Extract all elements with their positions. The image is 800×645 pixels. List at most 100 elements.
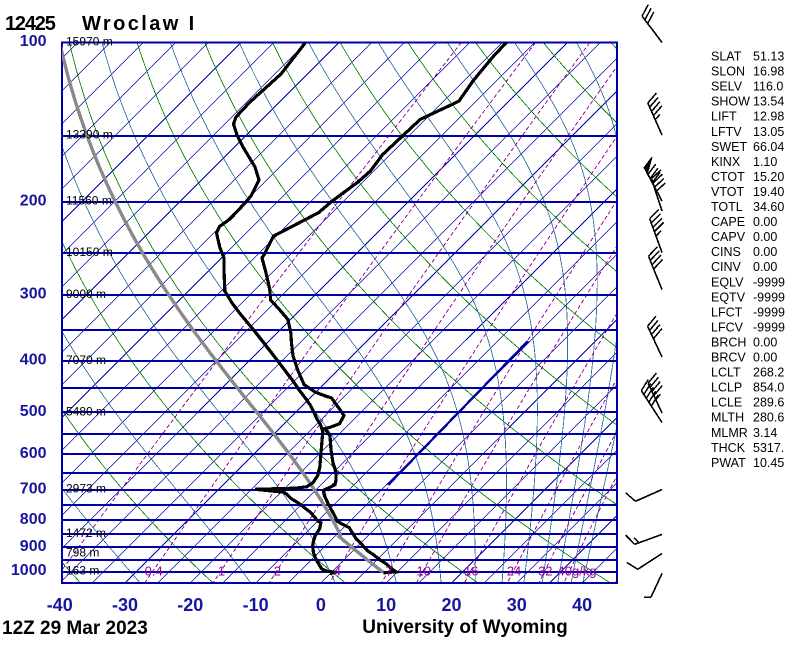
- svg-text:-9999: -9999: [753, 305, 785, 319]
- svg-text:40g/kg: 40g/kg: [557, 564, 596, 579]
- svg-text:-40: -40: [47, 595, 73, 615]
- svg-text:THCK: THCK: [711, 441, 746, 455]
- svg-text:SLON: SLON: [711, 65, 745, 79]
- svg-text:12425: 12425: [5, 13, 56, 35]
- svg-text:0: 0: [316, 595, 326, 615]
- svg-text:TOTL: TOTL: [711, 200, 743, 214]
- svg-text:11560 m: 11560 m: [66, 194, 112, 208]
- svg-text:289.6: 289.6: [753, 396, 784, 410]
- svg-text:BRCV: BRCV: [711, 351, 746, 365]
- svg-text:12.98: 12.98: [753, 110, 784, 124]
- svg-text:MLTH: MLTH: [711, 411, 744, 425]
- svg-text:EQTV: EQTV: [711, 290, 746, 304]
- svg-text:600: 600: [20, 445, 47, 462]
- svg-text:-9999: -9999: [753, 275, 785, 289]
- svg-text:-20: -20: [177, 595, 203, 615]
- svg-text:PWAT: PWAT: [711, 456, 746, 470]
- svg-text:CINV: CINV: [711, 260, 742, 274]
- svg-text:1000: 1000: [11, 562, 47, 579]
- svg-text:LFTV: LFTV: [711, 125, 742, 139]
- svg-text:LCLE: LCLE: [711, 396, 742, 410]
- svg-text:40: 40: [572, 595, 592, 615]
- svg-text:-10: -10: [243, 595, 269, 615]
- svg-text:-9999: -9999: [753, 290, 785, 304]
- svg-text:LIFT: LIFT: [711, 110, 737, 124]
- svg-text:798 m: 798 m: [66, 546, 99, 560]
- svg-text:2: 2: [274, 564, 281, 579]
- svg-text:SHOW: SHOW: [711, 95, 750, 109]
- svg-text:800: 800: [20, 511, 47, 528]
- svg-text:34.60: 34.60: [753, 200, 784, 214]
- svg-text:CINS: CINS: [711, 245, 741, 259]
- svg-text:15.20: 15.20: [753, 170, 784, 184]
- svg-text:32: 32: [538, 564, 552, 579]
- svg-text:SLAT: SLAT: [711, 50, 742, 64]
- svg-text:LFCT: LFCT: [711, 305, 743, 319]
- svg-text:5317.: 5317.: [753, 441, 784, 455]
- svg-text:10150 m: 10150 m: [66, 245, 113, 259]
- svg-text:0.00: 0.00: [753, 230, 777, 244]
- svg-text:10: 10: [416, 564, 430, 579]
- svg-text:SWET: SWET: [711, 140, 747, 154]
- svg-text:7: 7: [385, 564, 392, 579]
- svg-text:1472 m: 1472 m: [66, 526, 106, 540]
- svg-text:700: 700: [20, 480, 47, 497]
- svg-text:0.00: 0.00: [753, 215, 777, 229]
- svg-text:10.45: 10.45: [753, 456, 784, 470]
- svg-text:-9999: -9999: [753, 320, 785, 334]
- svg-text:7070 m: 7070 m: [66, 353, 106, 367]
- svg-text:0.00: 0.00: [753, 335, 777, 349]
- svg-text:12Z 29 Mar 2023: 12Z 29 Mar 2023: [2, 618, 148, 639]
- svg-text:15970 m: 15970 m: [66, 35, 113, 49]
- svg-text:EQLV: EQLV: [711, 275, 744, 289]
- svg-text:500: 500: [20, 403, 47, 420]
- svg-text:LCLP: LCLP: [711, 381, 742, 395]
- svg-text:100: 100: [20, 33, 47, 50]
- svg-text:CAPV: CAPV: [711, 230, 746, 244]
- svg-text:0.00: 0.00: [753, 245, 777, 259]
- svg-text:116.0: 116.0: [753, 80, 783, 94]
- svg-text:300: 300: [20, 286, 47, 303]
- svg-text:900: 900: [20, 538, 47, 555]
- svg-text:13.54: 13.54: [753, 95, 784, 109]
- svg-text:16: 16: [464, 564, 478, 579]
- svg-text:24: 24: [507, 564, 521, 579]
- svg-text:LCLT: LCLT: [711, 366, 741, 380]
- svg-text:20: 20: [441, 595, 461, 615]
- svg-text:16.98: 16.98: [753, 65, 784, 79]
- svg-text:400: 400: [20, 352, 47, 369]
- svg-text:280.6: 280.6: [753, 411, 784, 425]
- svg-text:3.14: 3.14: [753, 426, 777, 440]
- svg-text:268.2: 268.2: [753, 366, 784, 380]
- svg-text:University of Wyoming: University of Wyoming: [362, 617, 568, 638]
- svg-text:5480 m: 5480 m: [66, 404, 106, 418]
- svg-text:13.05: 13.05: [753, 125, 784, 139]
- svg-text:-30: -30: [112, 595, 138, 615]
- svg-text:CAPE: CAPE: [711, 215, 745, 229]
- svg-text:VTOT: VTOT: [711, 185, 744, 199]
- svg-text:MLMR: MLMR: [711, 426, 748, 440]
- svg-text:0.00: 0.00: [753, 260, 777, 274]
- svg-text:10: 10: [376, 595, 396, 615]
- svg-text:KINX: KINX: [711, 155, 741, 169]
- svg-text:163 m: 163 m: [66, 564, 99, 578]
- svg-text:Wroclaw I: Wroclaw I: [82, 13, 197, 35]
- svg-text:CTOT: CTOT: [711, 170, 745, 184]
- svg-text:0.00: 0.00: [753, 351, 777, 365]
- svg-text:LFCV: LFCV: [711, 320, 744, 334]
- svg-text:1.10: 1.10: [753, 155, 777, 169]
- svg-text:0.4: 0.4: [145, 564, 163, 579]
- svg-text:2973 m: 2973 m: [66, 482, 106, 496]
- svg-text:4: 4: [334, 564, 341, 579]
- svg-text:BRCH: BRCH: [711, 335, 746, 349]
- svg-text:66.04: 66.04: [753, 140, 784, 154]
- svg-text:19.40: 19.40: [753, 185, 784, 199]
- svg-text:13390 m: 13390 m: [66, 128, 113, 142]
- svg-text:9000 m: 9000 m: [66, 287, 106, 301]
- svg-text:30: 30: [507, 595, 527, 615]
- svg-text:1: 1: [218, 564, 225, 579]
- svg-text:854.0: 854.0: [753, 381, 784, 395]
- svg-text:51.13: 51.13: [753, 50, 784, 64]
- svg-text:SELV: SELV: [711, 80, 743, 94]
- svg-text:200: 200: [20, 192, 47, 209]
